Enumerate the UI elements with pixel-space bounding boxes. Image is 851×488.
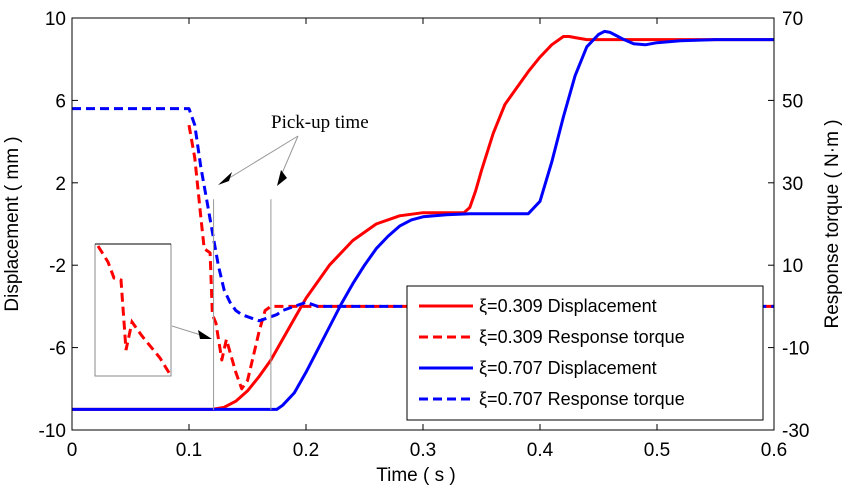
legend-entry-label: ξ=0.707 Response torque bbox=[479, 389, 685, 409]
legend: ξ=0.309 Displacement ξ=0.309 Response tor… bbox=[406, 285, 764, 421]
x-axis-title: Time ( s ) bbox=[376, 465, 456, 486]
x-tick-label: 0.2 bbox=[293, 440, 319, 461]
y-right-tick-label: 50 bbox=[782, 91, 803, 112]
y-axis-right-title: Response torque ( N·m ) bbox=[822, 119, 843, 328]
series-layer bbox=[72, 29, 774, 411]
inset-arrow-head bbox=[198, 330, 212, 339]
pick-up-time-label: Pick-up time bbox=[271, 112, 369, 133]
y-left-tick-label: -6 bbox=[49, 339, 66, 360]
series-line-2 bbox=[187, 124, 774, 391]
inset-zoom-line bbox=[96, 245, 173, 377]
y-left-tick-label: 6 bbox=[55, 91, 66, 112]
y-right-tick-label: -10 bbox=[782, 339, 809, 360]
y-left-tick-label: -2 bbox=[49, 256, 66, 277]
y-axis-left-title: Displacement ( mm ) bbox=[2, 136, 23, 311]
x-tick-label: 0.6 bbox=[761, 440, 787, 461]
x-tick-label: 0.1 bbox=[176, 440, 202, 461]
series-line-1 bbox=[72, 35, 774, 411]
inset-leader-line bbox=[171, 325, 205, 337]
x-tick-label: 0.4 bbox=[527, 440, 554, 461]
y-right-tick-label: 10 bbox=[782, 256, 803, 277]
annotation-arrow-head bbox=[218, 172, 232, 185]
annotation-leader-line bbox=[225, 135, 299, 181]
axis-layer: 0 0.1 0.2 0.3 0.4 0.5 0.6 10 6 2 -2 -6 -10 70 50 30 10 -1… bbox=[39, 9, 810, 461]
x-tick-label: 0 bbox=[67, 440, 78, 461]
y-left-tick-label: 2 bbox=[55, 174, 66, 195]
y-right-tick-label: 70 bbox=[782, 9, 803, 30]
series-line-3 bbox=[72, 29, 774, 411]
y-left-tick-label: 10 bbox=[45, 9, 66, 30]
legend-entry-label: ξ=0.309 Displacement bbox=[479, 296, 657, 316]
x-tick-label: 0.5 bbox=[644, 440, 670, 461]
annotation-leader-line bbox=[279, 135, 299, 179]
legend-entry-label: ξ=0.309 Response torque bbox=[479, 327, 685, 347]
y-left-tick-label: -10 bbox=[39, 421, 66, 442]
y-right-tick-label: 30 bbox=[782, 174, 803, 195]
annotation-arrow-head bbox=[277, 170, 287, 186]
legend-entry-label: ξ=0.707 Displacement bbox=[479, 358, 657, 378]
series-line-4 bbox=[72, 107, 774, 323]
inset-frame bbox=[94, 244, 172, 377]
x-tick-label: 0.3 bbox=[410, 440, 436, 461]
y-right-tick-label: -30 bbox=[782, 421, 809, 442]
annotation-layer bbox=[94, 135, 299, 410]
